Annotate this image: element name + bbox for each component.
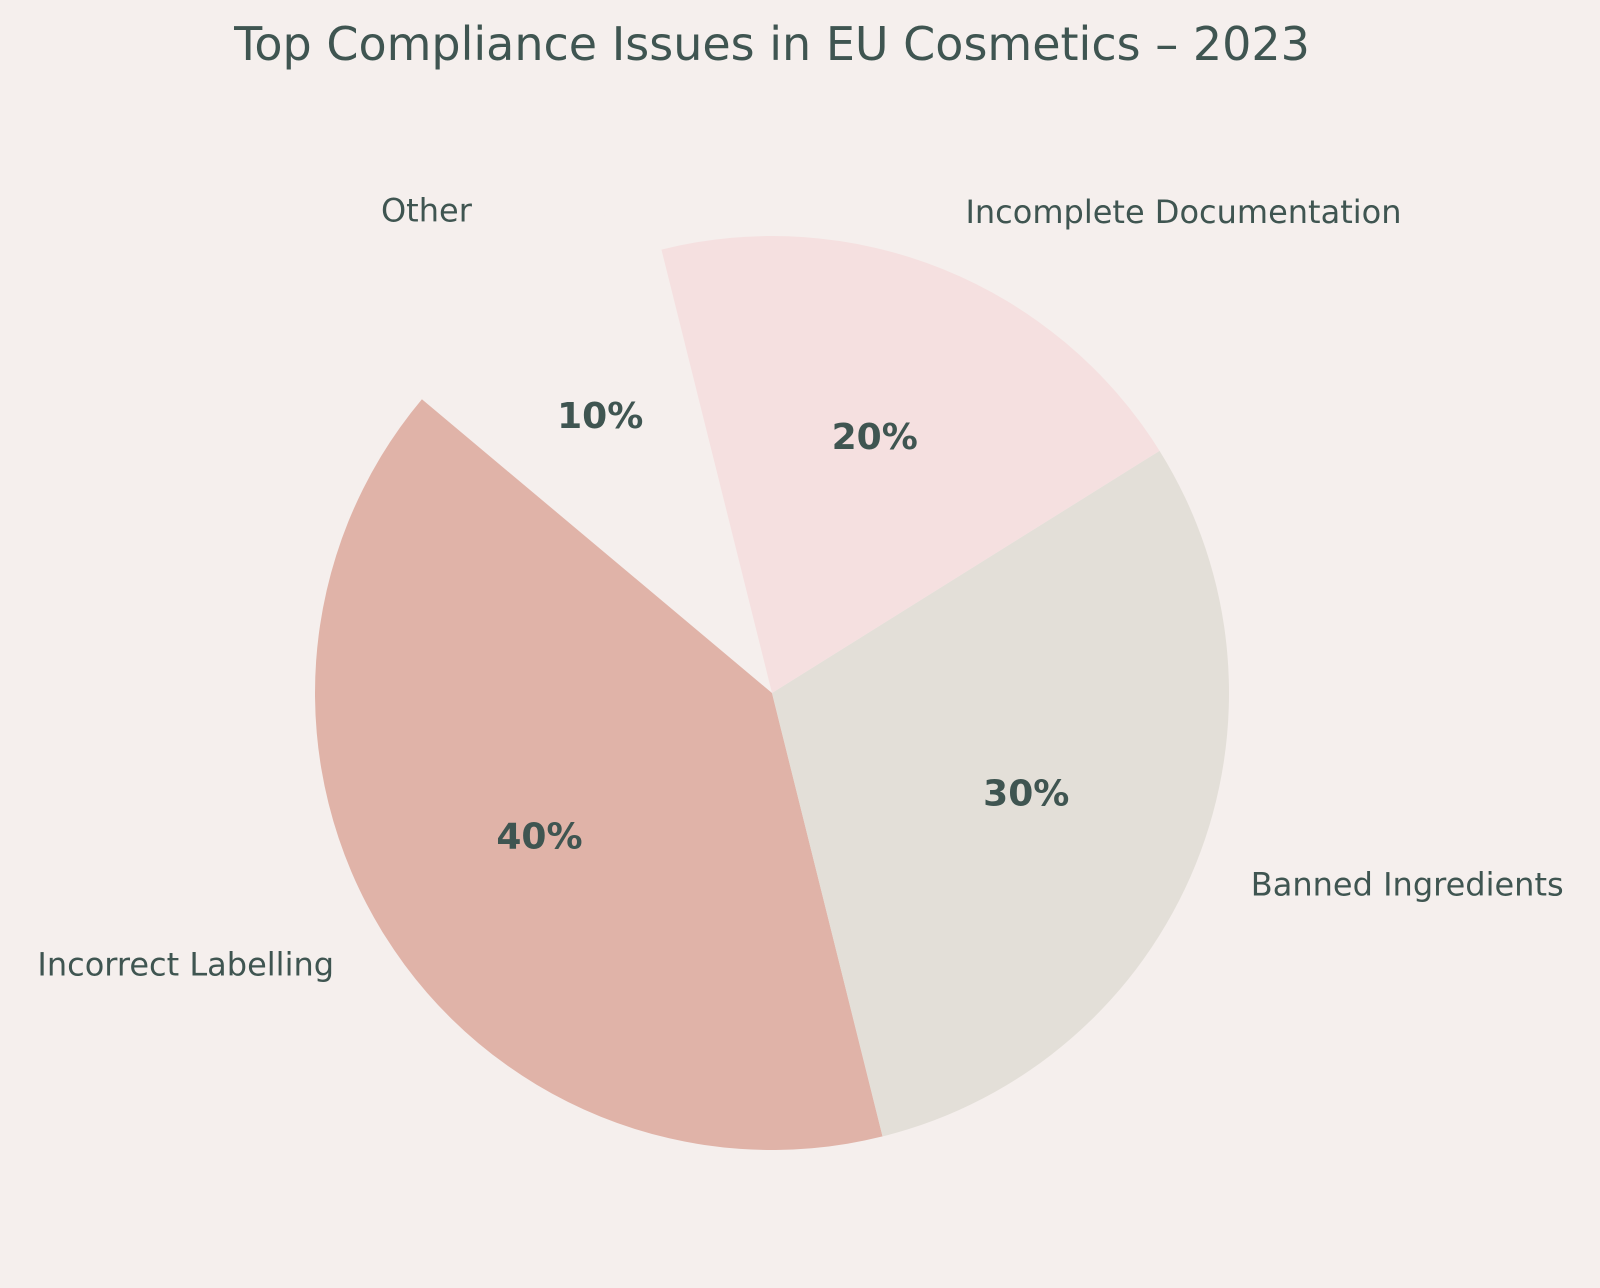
pie-slice-other	[395, 207, 746, 651]
slice-label-incomplete-documentation: Incomplete Documentation	[965, 193, 1401, 231]
slice-label-incorrect-labelling: Incorrect Labelling	[37, 946, 334, 984]
chart-title: Top Compliance Issues in EU Cosmetics – …	[233, 17, 1310, 71]
pie-slices	[315, 207, 1229, 1151]
percent-label-incomplete-documentation: 20%	[832, 417, 918, 458]
pie-slice-incorrect-labelling	[315, 399, 883, 1151]
percent-labels: 40% 30% 20% 10%	[496, 396, 1069, 857]
percent-label-banned-ingredients: 30%	[983, 774, 1069, 815]
pie-slice-banned-ingredients	[772, 450, 1229, 1137]
slice-label-banned-ingredients: Banned Ingredients	[1251, 865, 1564, 903]
pie-slice-incomplete-documentation	[661, 236, 1160, 693]
slice-labels: Incorrect Labelling Banned Ingredients Inc…	[37, 192, 1563, 984]
percent-label-incorrect-labelling: 40%	[496, 816, 582, 857]
percent-label-other: 10%	[557, 396, 643, 437]
slice-label-other: Other	[381, 192, 473, 230]
